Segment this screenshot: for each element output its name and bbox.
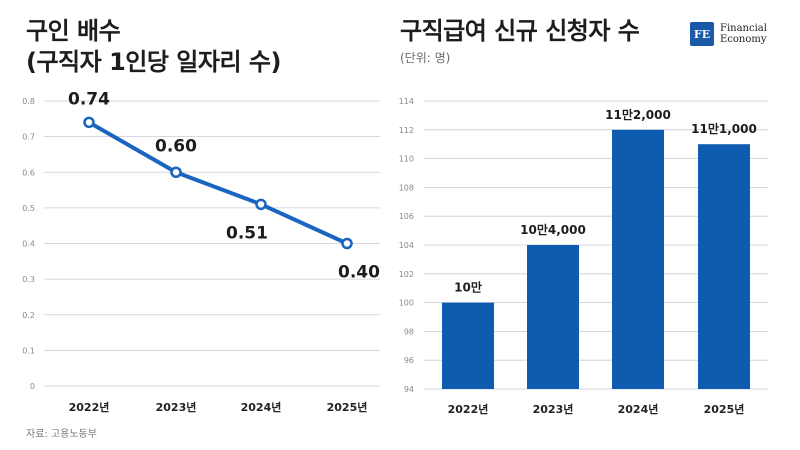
left-chart-title: 구인 배수 (구직자 1인당 일자리 수) xyxy=(26,16,281,78)
left-y-tick-label: 0.3 xyxy=(22,275,35,284)
logo-wordmark: Financial Economy xyxy=(720,23,767,45)
right-x-category-label: 2023년 xyxy=(533,402,574,416)
logo-mark: FE xyxy=(690,22,714,46)
left-y-tick-label: 0.1 xyxy=(22,346,35,355)
right-data-label: 10만 xyxy=(454,280,482,295)
right-y-tick-label: 110 xyxy=(399,155,414,164)
left-data-point xyxy=(170,166,182,178)
right-bar xyxy=(612,129,664,390)
right-bar xyxy=(527,245,579,389)
left-series-line xyxy=(87,120,349,246)
right-y-tick-label: 106 xyxy=(399,212,414,221)
left-y-tick-label: 0.8 xyxy=(22,97,35,106)
left-data-label: 0.40 xyxy=(338,263,380,283)
right-y-tick-label: 104 xyxy=(399,241,414,250)
right-y-tick-label: 112 xyxy=(399,126,414,135)
left-data-point xyxy=(341,237,353,250)
right-y-tick-label: 96 xyxy=(404,356,414,365)
left-title-line-1: 구인 배수 xyxy=(26,17,121,45)
source-note: 자료: 고용노동부 xyxy=(26,429,97,440)
right-y-tick-label: 102 xyxy=(399,270,414,279)
right-y-tick-label: 114 xyxy=(399,97,414,106)
right-data-label: 11만1,000 xyxy=(691,121,757,136)
right-y-tick-label: 100 xyxy=(399,299,414,308)
left-data-label: 0.74 xyxy=(68,89,110,109)
left-x-category-label: 2025년 xyxy=(327,400,368,414)
left-x-category-label: 2023년 xyxy=(156,400,197,414)
right-y-tick-label: 98 xyxy=(404,327,414,336)
left-data-label: 0.60 xyxy=(155,136,197,156)
right-bar xyxy=(698,144,750,389)
right-x-category-label: 2024년 xyxy=(618,402,659,416)
left-y-tick-label: 0.2 xyxy=(22,311,35,320)
left-data-label: 0.51 xyxy=(226,223,268,243)
right-x-category-label: 2025년 xyxy=(704,402,745,416)
logo-line-1: Financial xyxy=(720,23,767,34)
left-x-category-label: 2024년 xyxy=(241,400,282,414)
left-data-point xyxy=(83,116,95,129)
financial-economy-logo: FE Financial Economy xyxy=(690,22,767,46)
left-y-tick-label: 0 xyxy=(30,382,35,391)
left-y-tick-label: 0.5 xyxy=(22,204,35,213)
right-chart-title: 구직급여 신규 신청자 수 xyxy=(400,17,640,45)
left-data-point xyxy=(255,198,267,211)
right-y-tick-label: 94 xyxy=(404,385,414,394)
logo-line-2: Economy xyxy=(720,34,767,45)
left-x-category-label: 2022년 xyxy=(69,400,110,414)
right-y-tick-label: 108 xyxy=(399,183,414,192)
right-bar xyxy=(442,302,494,389)
left-y-tick-label: 0.7 xyxy=(22,133,35,142)
right-x-category-label: 2022년 xyxy=(448,402,489,416)
left-title-line-2: (구직자 1인당 일자리 수) xyxy=(26,48,281,76)
right-data-label: 10만4,000 xyxy=(520,222,586,237)
left-y-tick-label: 0.6 xyxy=(22,168,35,177)
right-data-label: 11만2,000 xyxy=(605,107,671,122)
left-y-tick-label: 0.4 xyxy=(22,240,35,249)
right-chart-unit: (단위: 명) xyxy=(400,51,451,65)
